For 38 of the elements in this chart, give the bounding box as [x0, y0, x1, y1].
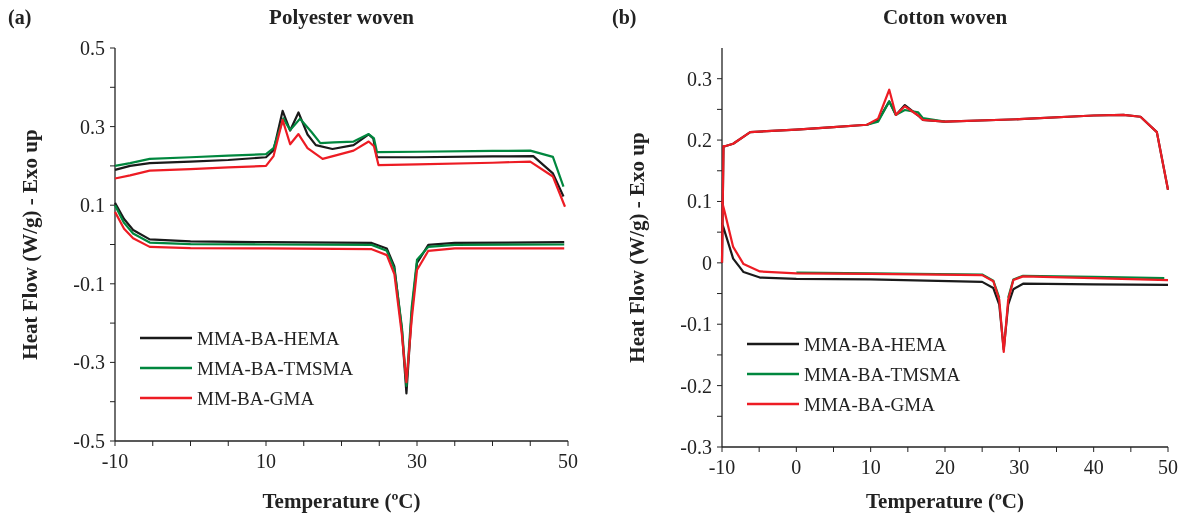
legend-label: MMA-BA-TMSMA [804, 363, 961, 385]
y-tick-label: -0.1 [73, 272, 105, 295]
y-axis-title: Heat Flow (W/g) - Exo up [18, 129, 42, 360]
x-axis-title: Temperature (ºC) [866, 489, 1024, 513]
y-tick-label: 0.3 [687, 67, 712, 90]
legend-label: MMA-BA-HEMA [197, 327, 340, 349]
x-tick-label: 50 [558, 450, 578, 472]
text: (a) [8, 6, 32, 29]
y-tick-label: -0.2 [680, 374, 712, 397]
x-axis-title: Temperature (ºC) [262, 489, 421, 513]
x-tick-label: 20 [935, 456, 955, 478]
legend-label: MMA-BA-HEMA [804, 333, 947, 355]
x-tick-label: 50 [1158, 456, 1178, 478]
x-tick-label: 40 [1083, 456, 1104, 478]
y-tick-label: 0 [702, 251, 712, 274]
x-tick-label: 10 [256, 450, 276, 472]
y-tick-label: -0.3 [73, 351, 105, 374]
y-tick-label: 0.1 [80, 194, 105, 217]
y-tick-label: -0.3 [680, 436, 712, 458]
chart-title: Polyester woven [269, 5, 415, 29]
y-tick-label: 0.1 [687, 190, 712, 213]
x-tick-label: 30 [407, 450, 427, 472]
y-tick-label: -0.5 [73, 430, 105, 452]
y-tick-label: 0.2 [687, 129, 712, 152]
x-tick-label: 0 [791, 456, 802, 478]
text: (b) [612, 6, 637, 29]
legend-label: MM-BA-GMA [197, 387, 315, 409]
x-tick-label: 10 [860, 456, 881, 478]
y-axis-title: Heat Flow (W/g) - Exo up [625, 132, 649, 363]
y-tick-label: -0.1 [680, 313, 712, 336]
legend-label: MMA-BA-GMA [804, 393, 936, 415]
y-tick-label: 0.5 [80, 37, 105, 59]
chart-title: Cotton woven [882, 5, 1008, 29]
legend-label: MMA-BA-TMSMA [197, 357, 354, 379]
x-tick-label: 30 [1009, 456, 1030, 478]
x-tick-label: -10 [708, 456, 736, 478]
y-tick-label: 0.3 [80, 115, 105, 138]
x-tick-label: -10 [101, 450, 129, 472]
